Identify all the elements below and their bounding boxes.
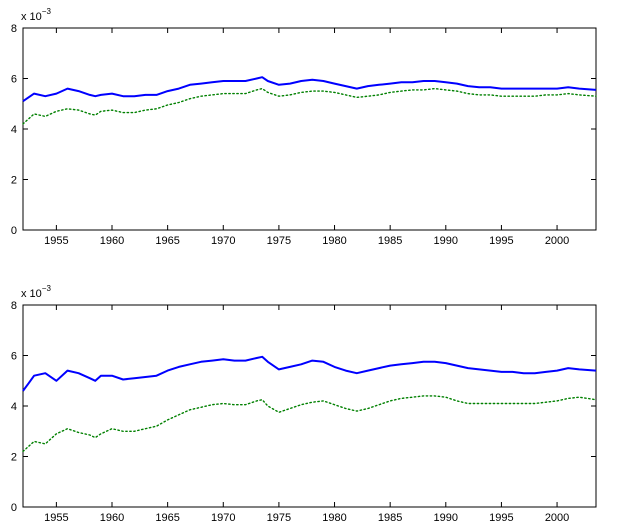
y-tick-label: 8 [11, 23, 17, 35]
x-tick-label: 1965 [155, 512, 179, 524]
y-multiplier-prefix: x 10 [21, 288, 42, 300]
plot-area-frame [22, 27, 597, 231]
y-tick-label: 6 [11, 74, 17, 86]
y-tick-label: 8 [11, 300, 17, 312]
x-tick-label: 1975 [267, 512, 291, 524]
x-tick-label: 1990 [434, 512, 458, 524]
y-tick-label: 0 [11, 225, 17, 237]
x-tick-label: 1965 [155, 235, 179, 247]
x-tick-label: 1980 [322, 512, 346, 524]
x-tick-label: 1970 [211, 512, 235, 524]
top-panel: 1955 1960 1965 1970 1975 1980 1985 1990 1995 2000… [11, 7, 597, 247]
plot-area-frame [22, 304, 597, 508]
y-tick-label: 2 [11, 452, 17, 464]
x-tick-label: 1960 [100, 512, 124, 524]
bottom-panel: 1955 1960 1965 1970 1975 1980 1985 1990 1995 2000… [11, 284, 597, 524]
x-tick-label: 1995 [489, 235, 513, 247]
x-tick-label: 1995 [489, 512, 513, 524]
x-tick-label: 1960 [100, 235, 124, 247]
y-multiplier-exponent: −3 [42, 284, 52, 293]
series-line-dotted [22, 395, 597, 453]
y-tick-label: 6 [11, 351, 17, 363]
x-tick-label: 2000 [545, 512, 569, 524]
series-line-dotted [22, 87, 597, 125]
y-tick-label: 4 [11, 401, 17, 413]
x-tick-label: 1955 [44, 235, 68, 247]
y-tick-label: 0 [11, 502, 17, 514]
x-tick-label: 1955 [44, 512, 68, 524]
y-multiplier-prefix: x 10 [21, 11, 42, 23]
y-tick-label: 2 [11, 175, 17, 187]
x-tick-label: 1990 [434, 235, 458, 247]
x-tick-label: 1985 [378, 235, 402, 247]
y-multiplier-exponent: −3 [42, 7, 52, 16]
y-multiplier-label: x 10−3 [21, 284, 51, 300]
x-tick-label: 2000 [545, 235, 569, 247]
x-tick-label: 1975 [267, 235, 291, 247]
x-tick-label: 1970 [211, 235, 235, 247]
series-line-solid [22, 76, 597, 103]
x-tick-label: 1980 [322, 235, 346, 247]
y-tick-label: 4 [11, 124, 17, 136]
y-multiplier-label: x 10−3 [21, 7, 51, 23]
x-tick-label: 1985 [378, 512, 402, 524]
series-line-solid [22, 355, 597, 392]
